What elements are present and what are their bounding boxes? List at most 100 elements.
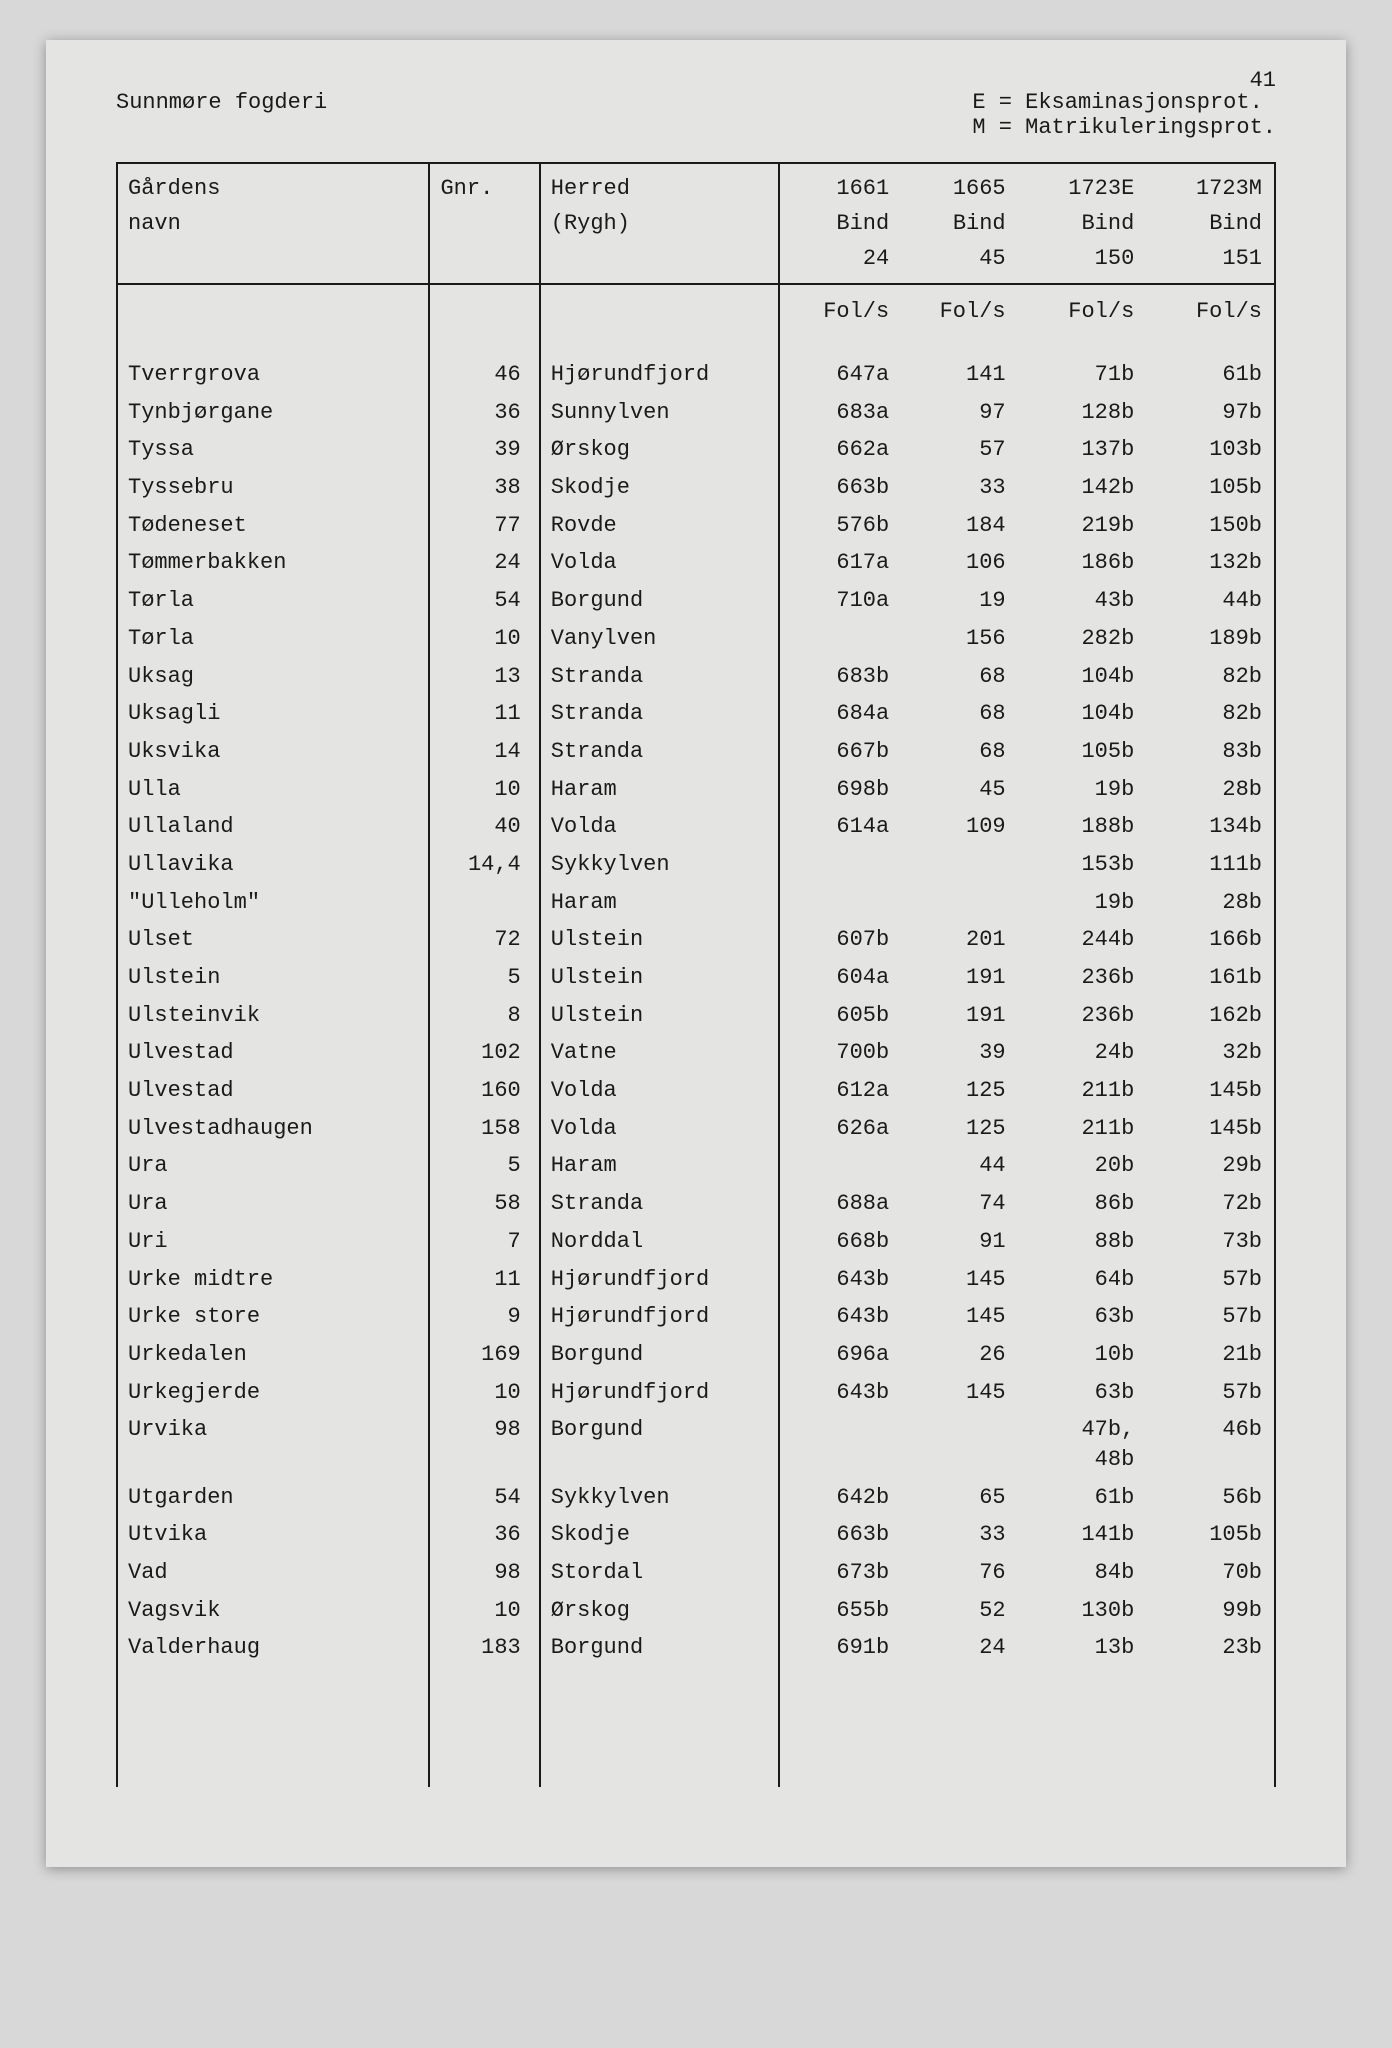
table-row: Uksag13Stranda683b68104b82b bbox=[117, 658, 1275, 696]
cell-herred: Haram bbox=[540, 1147, 779, 1185]
cell-1723m: 57b bbox=[1146, 1298, 1275, 1336]
cell-name: Uksagli bbox=[117, 695, 429, 733]
cell-1723e: 128b bbox=[1018, 394, 1147, 432]
cell-1723m: 28b bbox=[1146, 884, 1275, 922]
cell-name: Tømmerbakken bbox=[117, 544, 429, 582]
table-row: Tynbjørgane36Sunnylven683a97128b97b bbox=[117, 394, 1275, 432]
cell-name: Ulvestad bbox=[117, 1072, 429, 1110]
cell-1723e: 236b bbox=[1018, 997, 1147, 1035]
cell-1661: 700b bbox=[779, 1034, 902, 1072]
cell-name: Ulla bbox=[117, 771, 429, 809]
cell-1723m: 23b bbox=[1146, 1629, 1275, 1667]
cell-1723e: 63b bbox=[1018, 1374, 1147, 1412]
cell-name: Valderhaug bbox=[117, 1629, 429, 1667]
table-row: "Ulleholm"Haram19b28b bbox=[117, 884, 1275, 922]
table-row: Ulvestad102Vatne700b3924b32b bbox=[117, 1034, 1275, 1072]
table-row: Ulstein5Ulstein604a191236b161b bbox=[117, 959, 1275, 997]
cell-1723e: 211b bbox=[1018, 1072, 1147, 1110]
table-row: Urkegjerde10Hjørundfjord643b14563b57b bbox=[117, 1374, 1275, 1412]
cell-1661: 684a bbox=[779, 695, 902, 733]
cell-1661: 696a bbox=[779, 1336, 902, 1374]
table-row: Tørla10Vanylven156282b189b bbox=[117, 620, 1275, 658]
cell-name: Urke midtre bbox=[117, 1261, 429, 1299]
cell-1723m: 70b bbox=[1146, 1554, 1275, 1592]
table-row: Ullavika14,4Sykkylven153b111b bbox=[117, 846, 1275, 884]
cell-1665: 76 bbox=[901, 1554, 1017, 1592]
col-1723m-h1: 1723M bbox=[1146, 163, 1275, 206]
cell-name: Uksag bbox=[117, 658, 429, 696]
table-row: Tørla54Borgund710a1943b44b bbox=[117, 582, 1275, 620]
col-1723e-h3: 150 bbox=[1018, 241, 1147, 284]
cell-1723m: 44b bbox=[1146, 582, 1275, 620]
cell-1723e: 24b bbox=[1018, 1034, 1147, 1072]
col-1723m-fol: Fol/s bbox=[1146, 284, 1275, 338]
cell-1661: 642b bbox=[779, 1479, 902, 1517]
cell-1723e: 130b bbox=[1018, 1592, 1147, 1630]
cell-1665: 145 bbox=[901, 1298, 1017, 1336]
cell-gnr bbox=[429, 884, 539, 922]
cell-1723e: 244b bbox=[1018, 921, 1147, 959]
cell-1665: 24 bbox=[901, 1629, 1017, 1667]
cell-name: Urvika bbox=[117, 1411, 429, 1478]
cell-1723m: 132b bbox=[1146, 544, 1275, 582]
cell-1665: 184 bbox=[901, 507, 1017, 545]
cell-herred: Stranda bbox=[540, 733, 779, 771]
cell-1723m: 46b bbox=[1146, 1411, 1275, 1478]
cell-1661: 612a bbox=[779, 1072, 902, 1110]
cell-herred: Rovde bbox=[540, 507, 779, 545]
cell-name: Vagsvik bbox=[117, 1592, 429, 1630]
col-1661-h3: 24 bbox=[779, 241, 902, 284]
cell-1661: 663b bbox=[779, 469, 902, 507]
cell-1665: 26 bbox=[901, 1336, 1017, 1374]
cell-1723m: 57b bbox=[1146, 1374, 1275, 1412]
cell-1723m: 72b bbox=[1146, 1185, 1275, 1223]
cell-1723e: 71b bbox=[1018, 356, 1147, 394]
col-1723e-h1: 1723E bbox=[1018, 163, 1147, 206]
table-header: Gårdens Gnr. Herred 1661 1665 1723E 1723… bbox=[117, 163, 1275, 338]
cell-gnr: 54 bbox=[429, 1479, 539, 1517]
col-herred-h3 bbox=[540, 241, 779, 284]
cell-gnr: 169 bbox=[429, 1336, 539, 1374]
cell-herred: Ulstein bbox=[540, 921, 779, 959]
table-row: Uksvika14Stranda667b68105b83b bbox=[117, 733, 1275, 771]
cell-gnr: 10 bbox=[429, 1592, 539, 1630]
cell-1723e: 219b bbox=[1018, 507, 1147, 545]
cell-1661: 643b bbox=[779, 1374, 902, 1412]
cell-1723m: 57b bbox=[1146, 1261, 1275, 1299]
register-table: Gårdens Gnr. Herred 1661 1665 1723E 1723… bbox=[116, 162, 1276, 1787]
table-row: Uri7Norddal668b9188b73b bbox=[117, 1223, 1275, 1261]
cell-name: Tverrgrova bbox=[117, 356, 429, 394]
table-row: Tømmerbakken24Volda617a106186b132b bbox=[117, 544, 1275, 582]
table-row: Ullaland40Volda614a109188b134b bbox=[117, 808, 1275, 846]
table-row: Tyssebru38Skodje663b33142b105b bbox=[117, 469, 1275, 507]
col-herred-h1: Herred bbox=[540, 163, 779, 206]
cell-name: Tyssa bbox=[117, 431, 429, 469]
cell-1665: 68 bbox=[901, 695, 1017, 733]
cell-1665: 52 bbox=[901, 1592, 1017, 1630]
cell-gnr: 98 bbox=[429, 1411, 539, 1478]
table-row: Ulsteinvik8Ulstein605b191236b162b bbox=[117, 997, 1275, 1035]
cell-1723m: 82b bbox=[1146, 658, 1275, 696]
table-row: Tødeneset77Rovde576b184219b150b bbox=[117, 507, 1275, 545]
cell-herred: Sykkylven bbox=[540, 846, 779, 884]
table-row: Urke store9Hjørundfjord643b14563b57b bbox=[117, 1298, 1275, 1336]
cell-1723e: 188b bbox=[1018, 808, 1147, 846]
cell-1661: 607b bbox=[779, 921, 902, 959]
cell-gnr: 7 bbox=[429, 1223, 539, 1261]
cell-name: Urkegjerde bbox=[117, 1374, 429, 1412]
cell-gnr: 98 bbox=[429, 1554, 539, 1592]
page-number: 41 bbox=[1250, 68, 1276, 93]
col-name-h1: Gårdens bbox=[117, 163, 429, 206]
cell-1723e: 137b bbox=[1018, 431, 1147, 469]
legend-line: E = Eksaminasjonsprot. bbox=[972, 90, 1276, 115]
cell-herred: Volda bbox=[540, 1110, 779, 1148]
cell-herred: Stordal bbox=[540, 1554, 779, 1592]
cell-1665: 65 bbox=[901, 1479, 1017, 1517]
cell-1723e: 211b bbox=[1018, 1110, 1147, 1148]
cell-1665: 57 bbox=[901, 431, 1017, 469]
cell-1665: 106 bbox=[901, 544, 1017, 582]
cell-herred: Hjørundfjord bbox=[540, 1261, 779, 1299]
cell-1661: 663b bbox=[779, 1516, 902, 1554]
table-row: Ura5Haram4420b29b bbox=[117, 1147, 1275, 1185]
cell-herred: Stranda bbox=[540, 695, 779, 733]
